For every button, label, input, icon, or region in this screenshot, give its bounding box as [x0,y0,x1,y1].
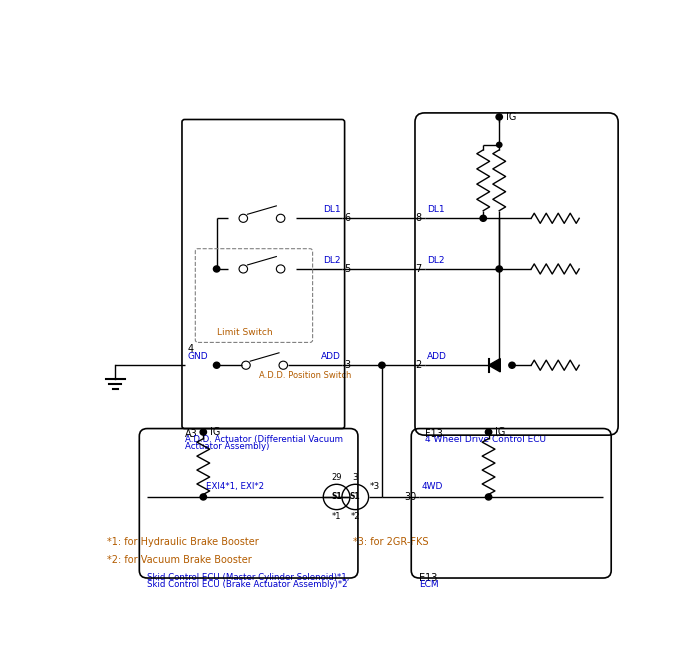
Text: ADD: ADD [427,352,447,361]
Text: A3: A3 [184,428,197,438]
Circle shape [213,362,220,368]
Text: 4WD: 4WD [422,482,443,491]
Text: Skid Control ECU (Brake Actuator Assembly)*2: Skid Control ECU (Brake Actuator Assembl… [147,580,348,588]
Text: F13: F13 [424,428,442,438]
Text: DL1: DL1 [427,205,445,215]
Text: ECM: ECM [419,580,439,588]
Text: 3: 3 [345,360,351,370]
Text: A.D.D. Actuator (Differential Vacuum: A.D.D. Actuator (Differential Vacuum [184,435,343,444]
Text: 8: 8 [416,213,422,223]
Text: *3: for 2GR-FKS: *3: for 2GR-FKS [353,538,428,547]
Circle shape [480,215,486,221]
Text: Limit Switch: Limit Switch [217,328,272,338]
Text: IG: IG [495,427,506,437]
Text: IG: IG [210,427,220,437]
Text: DL2: DL2 [427,256,444,265]
Text: 4 Wheel Drive Control ECU: 4 Wheel Drive Control ECU [424,435,546,444]
Text: *2: *2 [350,512,360,521]
Polygon shape [488,359,500,372]
Text: 3: 3 [352,472,358,482]
Text: *2: for Vacuum Brake Booster: *2: for Vacuum Brake Booster [107,555,252,565]
Text: EXI4*1, EXI*2: EXI4*1, EXI*2 [206,482,264,491]
Text: Actuator Assembly): Actuator Assembly) [184,442,269,451]
Text: 5: 5 [345,264,351,274]
Text: IG: IG [506,112,516,122]
Text: 4: 4 [187,344,193,354]
Text: S1: S1 [332,492,342,501]
Text: 29: 29 [332,472,342,482]
Text: 6: 6 [345,213,351,223]
Circle shape [497,142,502,147]
Text: *3: *3 [370,482,380,491]
Circle shape [200,494,206,500]
Text: *1: for Hydraulic Brake Booster: *1: for Hydraulic Brake Booster [107,538,259,547]
Text: GND: GND [187,352,208,361]
Text: A.D.D. Position Switch: A.D.D. Position Switch [259,371,352,380]
Text: E13: E13 [419,573,438,583]
Text: ADD: ADD [321,352,341,361]
Text: 7: 7 [416,264,422,274]
Text: 30: 30 [405,492,417,502]
Text: 2: 2 [416,360,422,370]
Circle shape [213,266,220,272]
Circle shape [378,362,385,368]
Circle shape [496,266,502,272]
Text: S1: S1 [350,492,361,501]
Circle shape [509,362,515,368]
Circle shape [200,429,206,435]
Text: Skid Control ECU (Master Cylinder Solenoid)*1,: Skid Control ECU (Master Cylinder Soleno… [147,573,350,582]
Circle shape [496,114,502,120]
Circle shape [485,429,492,435]
Text: *1: *1 [332,512,341,521]
Text: DL1: DL1 [323,205,341,215]
Text: DL2: DL2 [323,256,341,265]
Circle shape [485,494,492,500]
